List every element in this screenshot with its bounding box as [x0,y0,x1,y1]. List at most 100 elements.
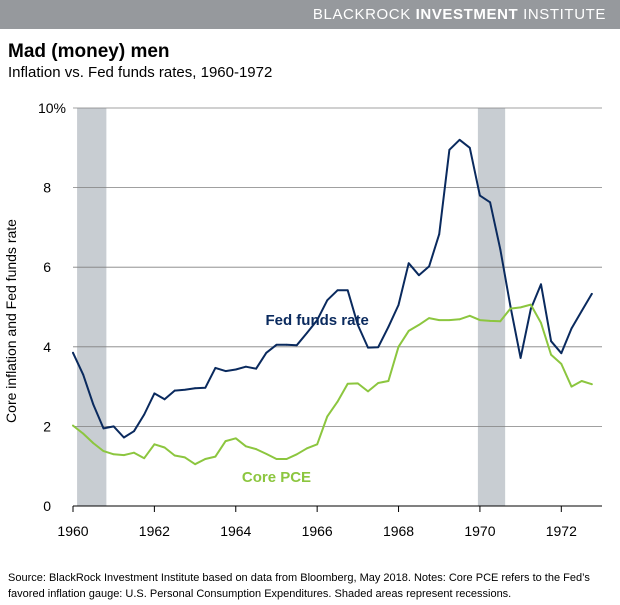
data-point-fed-funds-rate-27 [346,289,349,292]
data-point-core-pce-19 [265,452,268,455]
data-point-fed-funds-rate-10 [173,389,176,392]
data-point-core-pce-14 [214,455,217,458]
x-tick-label-1964: 1964 [220,523,251,539]
data-point-core-pce-36 [438,319,441,322]
data-point-fed-funds-rate-40 [479,194,481,197]
data-point-fed-funds-rate-2 [92,403,95,406]
data-point-fed-funds-rate-38 [458,138,461,141]
data-point-fed-funds-rate-33 [407,262,410,265]
data-point-core-pce-25 [326,415,329,418]
x-tick-label-1962: 1962 [139,523,170,539]
data-point-fed-funds-rate-50 [580,310,583,312]
data-point-fed-funds-rate-9 [163,398,166,401]
data-point-core-pce-4 [112,453,115,456]
data-point-fed-funds-rate-25 [326,299,329,302]
data-point-core-pce-9 [163,446,166,449]
data-point-core-pce-38 [458,318,461,321]
data-point-fed-funds-rate-19 [265,351,268,354]
data-point-core-pce-21 [285,458,288,460]
data-point-core-pce-45 [529,303,532,306]
data-point-fed-funds-rate-46 [540,283,542,286]
data-point-core-pce-27 [346,382,349,385]
data-point-core-pce-22 [295,453,298,456]
data-point-fed-funds-rate-35 [428,265,430,268]
data-point-fed-funds-rate-37 [448,148,451,151]
data-point-core-pce-51 [590,383,593,386]
data-point-core-pce-49 [570,385,573,388]
data-point-core-pce-2 [92,442,95,445]
data-point-core-pce-26 [336,400,339,403]
data-point-fed-funds-rate-16 [234,368,237,371]
data-point-core-pce-44 [519,306,522,309]
data-point-fed-funds-rate-36 [438,233,441,236]
data-point-fed-funds-rate-8 [153,392,156,395]
data-point-fed-funds-rate-13 [204,386,207,389]
y-tick-label-2: 2 [43,418,51,434]
data-point-fed-funds-rate-4 [112,425,115,428]
data-point-fed-funds-rate-44 [519,357,522,359]
data-point-core-pce-15 [224,440,227,443]
data-point-core-pce-46 [540,322,542,324]
data-point-core-pce-20 [275,458,278,460]
data-point-fed-funds-rate-31 [387,326,390,328]
data-point-fed-funds-rate-39 [468,146,471,149]
y-axis-title: Core inflation and Fed funds rate [3,219,19,423]
data-point-core-pce-47 [550,353,553,356]
data-point-core-pce-28 [356,382,359,385]
data-point-fed-funds-rate-24 [316,319,319,322]
data-point-core-pce-16 [234,437,237,440]
series-lines [72,138,593,466]
data-point-core-pce-35 [428,317,430,320]
data-point-fed-funds-rate-7 [143,413,146,416]
data-point-core-pce-0 [72,424,74,427]
y-tick-label-4: 4 [43,339,51,355]
data-point-fed-funds-rate-48 [560,352,563,355]
data-point-core-pce-12 [194,463,196,466]
data-point-core-pce-6 [133,451,135,454]
axes: 0 2 4 6 8 10% 1960 1962 1964 1966 1968 1970 1972 Core… [3,100,602,539]
data-point-core-pce-40 [479,319,481,322]
data-point-fed-funds-rate-49 [570,327,573,330]
data-point-fed-funds-rate-28 [356,324,359,326]
y-tick-label-10: 10% [38,100,66,116]
data-point-fed-funds-rate-41 [489,201,491,204]
data-point-fed-funds-rate-1 [82,373,85,376]
series-line-fed-funds-rate [72,138,593,439]
source-note: Source: BlackRock Investment Institute b… [8,572,590,600]
data-point-core-pce-50 [580,380,583,382]
data-point-fed-funds-rate-22 [295,344,298,347]
data-point-fed-funds-rate-47 [550,340,553,343]
data-point-core-pce-34 [417,324,420,326]
line-chart: 0 2 4 6 8 10% 1960 1962 1964 1966 1968 1970 1972 Core… [3,100,602,539]
data-point-core-pce-18 [255,448,258,450]
data-point-core-pce-37 [448,319,451,322]
data-point-fed-funds-rate-45 [529,308,532,310]
data-point-core-pce-42 [499,320,502,323]
data-point-core-pce-32 [397,345,400,348]
data-point-fed-funds-rate-32 [397,304,400,306]
brand-logo-text: BLACKROCK INVESTMENT INSTITUTE [313,6,606,23]
data-point-fed-funds-rate-12 [194,387,196,390]
x-tick-label-1968: 1968 [383,523,414,539]
data-point-fed-funds-rate-20 [275,343,278,346]
x-tick-label-1966: 1966 [302,523,333,539]
data-point-core-pce-3 [102,450,105,452]
data-point-core-pce-11 [184,456,186,459]
x-tick-label-1960: 1960 [57,523,88,539]
data-point-fed-funds-rate-6 [133,430,135,433]
data-point-fed-funds-rate-23 [306,331,308,334]
series-label-fed-funds-rate: Fed funds rate [265,312,368,329]
data-point-core-pce-30 [377,382,380,384]
brand-text-blackrock: BLACKROCK [312,6,411,23]
data-point-fed-funds-rate-26 [336,289,339,292]
brand-text-investment: INVESTMENT [415,6,519,23]
chart-title: Mad (money) men [8,41,170,62]
data-point-core-pce-23 [306,447,308,450]
gridlines [73,107,602,427]
y-tick-label-6: 6 [43,259,51,275]
data-point-core-pce-41 [489,320,491,322]
data-point-core-pce-24 [316,443,319,446]
data-point-fed-funds-rate-5 [122,436,125,439]
series-label-core-pce: Core PCE [242,469,311,486]
data-point-fed-funds-rate-3 [102,427,105,430]
